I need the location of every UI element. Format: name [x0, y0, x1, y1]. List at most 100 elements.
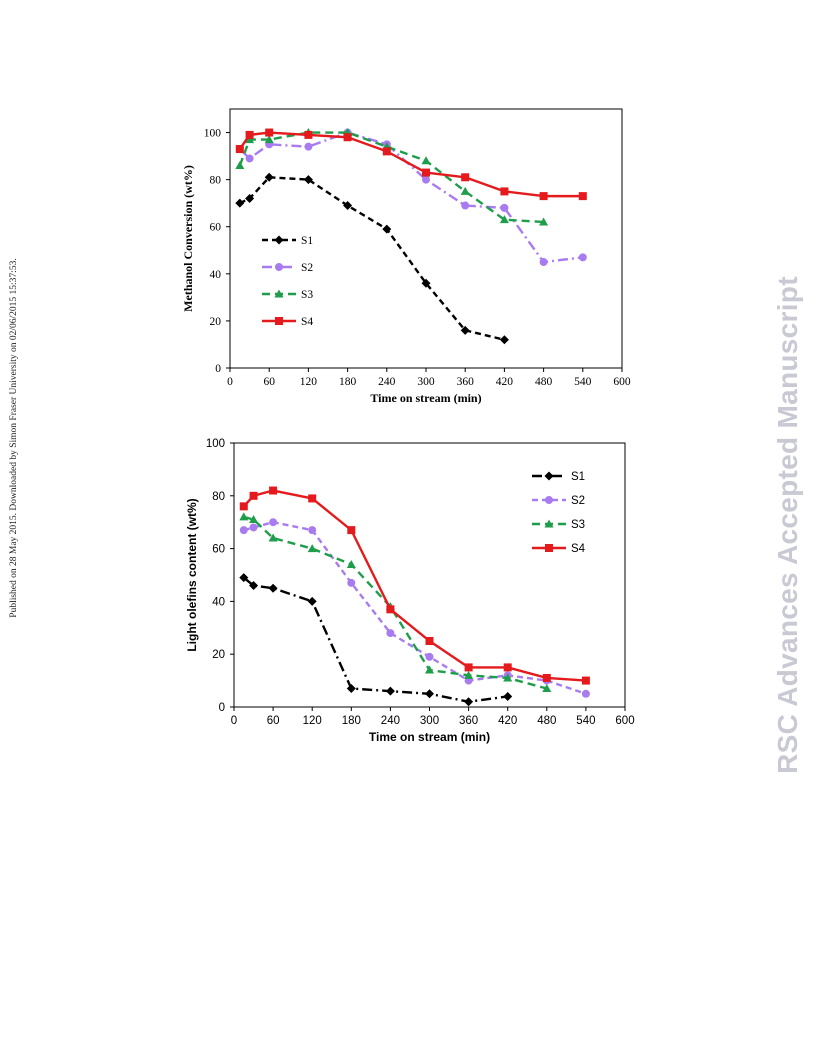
data-point-s3: [268, 533, 278, 542]
legend-label: S4: [571, 543, 586, 555]
y-tick-label: 20: [210, 316, 222, 328]
data-point-s3: [249, 515, 259, 524]
legend-marker-s3: [544, 519, 554, 528]
legend-marker-s2: [545, 496, 553, 504]
series-line-s2: [238, 131, 583, 264]
x-tick-label: 360: [459, 715, 478, 727]
data-point-s3: [425, 665, 434, 674]
data-point-s2: [249, 523, 258, 532]
x-tick-label: 120: [300, 376, 318, 388]
data-point-s3: [503, 673, 513, 682]
x-tick-label: 420: [496, 376, 514, 388]
x-tick-label: 0: [227, 376, 233, 388]
legend-label: S3: [571, 519, 585, 531]
y-tick-label: 40: [210, 269, 222, 281]
data-point-s4: [265, 128, 274, 137]
data-point-s1: [421, 278, 431, 288]
y-axis-label: Light olefins content (wt%): [185, 498, 199, 651]
series-line-s3: [238, 131, 544, 224]
data-point-s4: [245, 130, 254, 139]
data-point-s2: [347, 578, 356, 587]
data-point-s1: [249, 581, 259, 591]
legend-marker-s1: [544, 471, 554, 481]
data-point-s1: [235, 198, 245, 208]
data-point-s1: [307, 596, 317, 606]
y-tick-label: 60: [212, 544, 225, 556]
y-tick-label: 0: [215, 363, 221, 375]
series-line-s4: [242, 489, 586, 682]
data-point-s4: [578, 192, 587, 201]
data-point-s4: [249, 491, 258, 500]
series-line-s2: [243, 521, 587, 695]
x-tick-label: 420: [498, 715, 517, 727]
data-point-s4: [581, 676, 590, 685]
data-point-s4: [235, 145, 244, 154]
legend-marker-s4: [545, 544, 553, 552]
x-axis-label: Time on stream (min): [369, 730, 490, 744]
data-point-s1: [460, 325, 470, 335]
data-point-s3: [421, 156, 431, 165]
legend-marker-s2: [275, 263, 283, 271]
data-point-s3: [464, 670, 474, 679]
data-point-s1: [343, 201, 353, 211]
x-tick-label: 480: [537, 715, 556, 727]
data-point-s2: [425, 652, 434, 661]
y-tick-label: 100: [206, 438, 225, 450]
data-point-s4: [539, 192, 548, 201]
data-point-s1: [239, 573, 249, 583]
y-tick-label: 80: [210, 175, 222, 187]
x-tick-label: 360: [457, 376, 475, 388]
data-point-s1: [503, 691, 513, 701]
data-point-s4: [464, 663, 473, 672]
x-tick-label: 180: [342, 715, 361, 727]
legend-label: S2: [571, 495, 585, 507]
x-tick-label: 60: [263, 376, 275, 388]
legend-marker-s1: [274, 235, 284, 245]
legend-label: S1: [571, 471, 585, 483]
data-point-s2: [304, 142, 313, 151]
x-tick-label: 300: [417, 376, 435, 388]
data-point-s1: [382, 224, 392, 234]
data-point-s4: [542, 673, 551, 682]
data-point-s4: [308, 494, 317, 503]
data-point-s3: [264, 135, 274, 144]
data-point-s4: [503, 663, 512, 672]
x-tick-label: 540: [576, 715, 595, 727]
data-point-s1: [268, 583, 278, 593]
legend-label: S1: [301, 235, 313, 247]
data-point-s4: [425, 637, 434, 645]
data-point-s2: [269, 518, 278, 527]
x-tick-label: 600: [613, 376, 631, 388]
data-point-s2: [245, 154, 254, 163]
data-point-s4: [461, 173, 470, 182]
x-tick-label: 600: [615, 715, 634, 727]
x-tick-label: 60: [267, 715, 280, 727]
data-point-s3: [539, 217, 549, 226]
data-point-s1: [385, 686, 395, 696]
data-point-s4: [500, 187, 509, 196]
data-point-s3: [460, 186, 470, 195]
data-point-s1: [464, 697, 474, 707]
x-tick-label: 480: [535, 376, 553, 388]
data-point-s2: [422, 175, 430, 184]
data-point-s4: [343, 133, 352, 142]
data-point-s3: [239, 512, 249, 521]
x-tick-label: 180: [339, 376, 357, 388]
data-point-s4: [422, 168, 430, 177]
data-point-s1: [425, 689, 434, 699]
y-tick-label: 40: [212, 596, 225, 608]
legend-label: S3: [301, 289, 313, 301]
data-point-s2: [500, 203, 509, 212]
data-point-s2: [386, 629, 395, 638]
data-point-s3: [235, 161, 245, 170]
x-tick-label: 120: [303, 715, 322, 727]
data-point-s3: [499, 215, 509, 224]
x-tick-label: 0: [231, 715, 237, 727]
x-tick-label: 240: [378, 376, 396, 388]
data-point-s2: [581, 689, 590, 698]
data-point-s1: [264, 172, 274, 182]
legend-label: S2: [301, 262, 313, 274]
series-line-s3: [243, 515, 548, 690]
